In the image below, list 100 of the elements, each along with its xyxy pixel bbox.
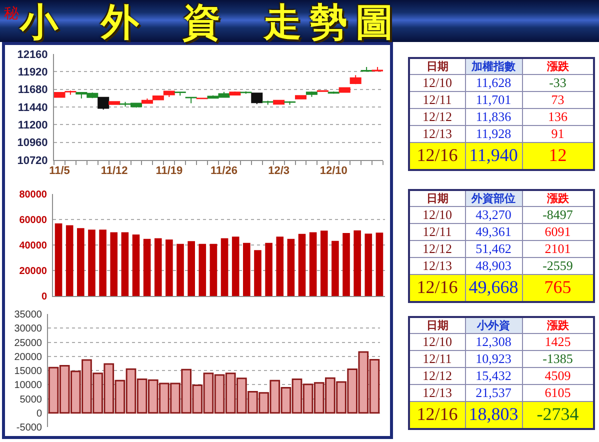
data-label: 10,923 (465, 350, 522, 368)
data-label: 49,668 (465, 274, 522, 302)
y-axis-title: 日期 (409, 58, 465, 74)
data-label: 765 (522, 274, 594, 302)
y-tick-label: 12/10 (409, 334, 465, 350)
x-tick-label: 漲跌 (522, 190, 594, 206)
x-tick-label: 小外資 (465, 317, 522, 334)
y-tick-label: 10960 (17, 137, 48, 150)
y-tick-label: 12/10 (409, 74, 465, 92)
y-tick-label: 35000 (14, 310, 42, 320)
bar (132, 234, 140, 296)
candlestick (306, 92, 318, 98)
x-tick-label: 11/12 (100, 165, 128, 178)
data-label: 91 (522, 126, 594, 142)
bar (188, 241, 195, 296)
y-tick-label: 12/12 (409, 368, 465, 384)
x-tick-label: 12/10 (320, 165, 348, 178)
data-label: 11,628 (465, 74, 522, 92)
y-tick-label: 12/12 (409, 240, 465, 258)
y-tick-label: 10720 (17, 154, 48, 167)
data-label: -1385 (522, 350, 594, 368)
bar (309, 232, 317, 296)
candlestick (316, 90, 328, 92)
y-tick-label: 12/16 (409, 274, 465, 302)
y-tick-label: 11680 (18, 84, 48, 96)
y-tick-label: 12/11 (409, 224, 465, 240)
data-label: 2101 (522, 240, 594, 258)
data-label: 11,836 (465, 108, 522, 126)
x-tick-label: 12/3 (268, 165, 290, 178)
bar (66, 225, 74, 296)
data-label: -2559 (522, 258, 594, 274)
data-label: 21,537 (465, 384, 522, 402)
x-tick-label: 加權指數 (465, 58, 522, 74)
y-tick-label: 12/11 (409, 92, 465, 108)
candlestick (372, 66, 383, 72)
bar (364, 234, 372, 296)
chart-title: 小 外 資 走勢圖 (20, 0, 402, 44)
y-tick-label: 12/13 (409, 258, 465, 274)
candlestick (229, 91, 241, 96)
y-tick-label: 12/16 (409, 402, 465, 428)
y-tick-label: 0 (36, 408, 42, 420)
y-tick-label: 12/13 (409, 384, 465, 402)
y-tick-label: 25000 (14, 338, 42, 349)
x-tick-label: 11/26 (210, 165, 238, 178)
y-tick-label: 0 (41, 292, 48, 302)
y-tick-label: 10000 (14, 380, 42, 392)
data-label: 12 (522, 142, 594, 170)
text: 秘 (4, 4, 19, 23)
y-tick-label: 12/12 (409, 108, 465, 126)
y-tick-label: 20000 (14, 352, 42, 363)
data-label: 1425 (522, 334, 594, 350)
y-tick-label: 30000 (14, 324, 42, 335)
bar (376, 232, 384, 296)
y-tick-label: 12/13 (409, 126, 465, 142)
y-tick-label: 80000 (19, 190, 48, 200)
data-label: 43,270 (465, 206, 522, 224)
data-label: 11,701 (465, 92, 522, 108)
data-label: -2734 (522, 402, 594, 428)
data-label: 49,361 (465, 224, 522, 240)
x-tick-label: 外資部位 (465, 190, 522, 206)
bar (121, 232, 129, 296)
bar (176, 244, 184, 296)
bar (154, 238, 162, 296)
data-label: -8497 (522, 206, 594, 224)
data-label: 51,462 (465, 240, 522, 258)
candlestick (350, 74, 362, 85)
bar (54, 223, 62, 296)
bar (342, 233, 350, 296)
data-label: 136 (522, 108, 594, 126)
data-label: 11,940 (465, 142, 522, 170)
y-tick-label: 11440 (18, 102, 48, 114)
x-tick-label: 11/5 (49, 165, 70, 178)
x-tick-label: 11/19 (156, 165, 183, 178)
bar (143, 238, 151, 296)
data-label: -33 (522, 74, 594, 92)
bar (254, 250, 262, 296)
y-tick-label: 12160 (17, 48, 48, 61)
bar (332, 240, 339, 296)
bar (166, 240, 173, 296)
candlestick (338, 86, 350, 94)
bar (287, 238, 295, 296)
y-axis-title: 日期 (409, 317, 465, 334)
y-tick-label: -5000 (16, 422, 42, 434)
y-tick-label: 12/11 (409, 350, 465, 368)
data-label: 48,903 (465, 258, 522, 274)
y-tick-label: 12/16 (409, 142, 465, 170)
data-label: 18,803 (465, 402, 522, 428)
candlestick (98, 96, 110, 110)
data-label: 73 (522, 92, 594, 108)
bar (88, 230, 96, 296)
candlestick (294, 94, 307, 100)
candlestick (174, 91, 186, 96)
y-tick-label: 12/10 (409, 206, 465, 224)
bar (320, 230, 328, 296)
bar (220, 238, 228, 296)
data-label: 4509 (522, 368, 594, 384)
bar (77, 228, 84, 296)
bar (210, 244, 218, 296)
data-label: 11,928 (465, 126, 522, 142)
candlestick (185, 96, 197, 104)
